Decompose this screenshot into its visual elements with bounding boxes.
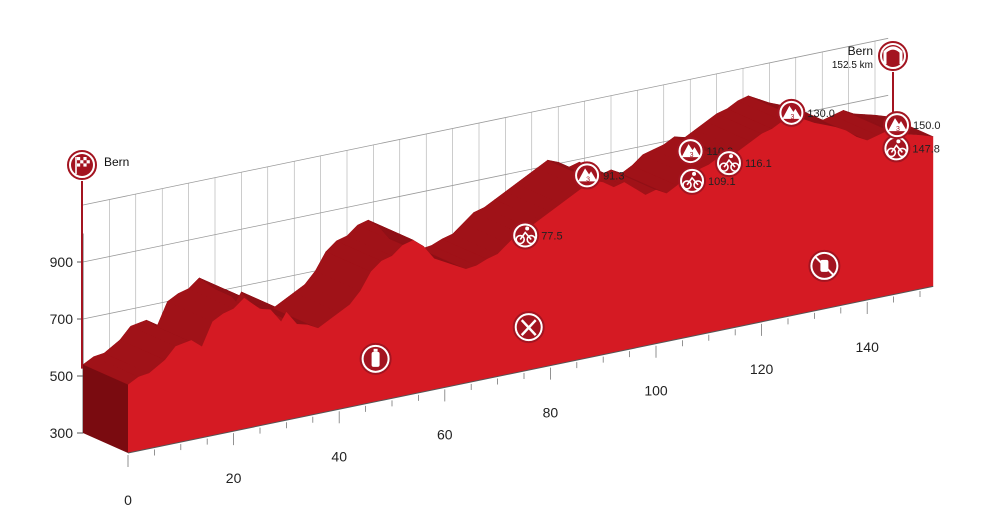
x-tick-label: 100 xyxy=(644,383,668,399)
strike xyxy=(814,256,835,276)
marker-km-label: 116.1 xyxy=(745,158,772,170)
mountain-icon: 3 xyxy=(573,161,602,190)
cyclist-icon xyxy=(678,166,707,195)
mountain-shape xyxy=(888,118,907,132)
marker-km-label: 130.0 xyxy=(807,108,835,120)
marker-km-label: 91.3 xyxy=(603,170,624,182)
badge-fill xyxy=(682,170,703,191)
finish-arch-icon xyxy=(878,41,908,71)
badge-fill xyxy=(886,138,907,159)
wheel xyxy=(886,147,897,158)
frame xyxy=(890,144,903,153)
y-tick-label: 500 xyxy=(50,368,74,384)
badge-fill xyxy=(71,154,93,176)
checkered-flag-icon xyxy=(67,150,97,180)
finish-distance: 152.5 km xyxy=(832,60,873,71)
x-tick-label: 40 xyxy=(331,448,347,464)
flag-square xyxy=(77,157,81,161)
mountain-icon: 3 xyxy=(883,111,911,140)
axes: 0 20 40 60 80 100 120 140 300 500 700 900 xyxy=(50,254,934,508)
wheel xyxy=(526,234,537,245)
mountain-shape xyxy=(681,144,701,158)
fork-knife-icon xyxy=(512,311,545,344)
wheel xyxy=(693,180,703,190)
frame xyxy=(723,158,736,168)
finish-name: Bern xyxy=(848,44,873,58)
badge-fill xyxy=(719,153,740,174)
bottle-body xyxy=(371,351,380,367)
wheel xyxy=(730,162,740,172)
rider-head xyxy=(729,154,734,159)
gridline-h xyxy=(82,37,889,206)
marker-km-label: 147.8 xyxy=(912,143,940,155)
x-axis-line xyxy=(127,285,934,454)
arch-shape xyxy=(883,46,903,64)
elevation-profile xyxy=(82,95,934,453)
mountain-shape xyxy=(578,168,598,182)
marker-km-label: 150.0 xyxy=(913,120,941,132)
marker-km-label: 109.1 xyxy=(708,176,736,188)
cyclist-icon xyxy=(715,149,744,178)
x-tick-label: 60 xyxy=(437,426,453,442)
start-name: Bern xyxy=(104,155,129,169)
mountain-icon: 3 xyxy=(676,137,705,166)
badge-fill xyxy=(515,225,536,246)
x-tick-label: 140 xyxy=(856,339,880,355)
wheel xyxy=(719,162,729,172)
profile-front xyxy=(128,115,934,453)
frame xyxy=(686,176,699,186)
wheel xyxy=(897,147,908,158)
flag-square xyxy=(80,160,84,164)
bottle-cap xyxy=(373,348,378,352)
climb-category-label: 3 xyxy=(790,114,794,121)
rider-head xyxy=(525,226,530,231)
mountain-icon: 3 xyxy=(777,98,806,127)
y-tick-label: 300 xyxy=(50,425,74,441)
climb-category-label: 3 xyxy=(586,176,590,183)
marker-km-label: 77.5 xyxy=(541,231,562,243)
x-tick-label: 120 xyxy=(750,361,774,377)
bottle-icon xyxy=(359,342,392,375)
wheel xyxy=(682,180,692,190)
cyclist-icon xyxy=(511,221,540,250)
y-tick-label: 900 xyxy=(50,254,74,270)
rider-head xyxy=(692,171,697,176)
flag-square xyxy=(83,157,87,161)
x-tick-label: 0 xyxy=(124,492,132,508)
x-tick-label: 80 xyxy=(543,405,559,421)
no-food-icon xyxy=(808,249,841,282)
flag-square xyxy=(83,163,87,167)
x-tick-label: 20 xyxy=(226,470,242,486)
mountain-shape xyxy=(782,105,802,119)
flag-square xyxy=(77,163,81,167)
fork xyxy=(520,319,537,336)
cyclist-icon xyxy=(882,134,911,163)
flag-square xyxy=(86,160,90,164)
rider-head xyxy=(896,139,901,144)
wheel xyxy=(515,234,526,245)
frame xyxy=(519,231,532,241)
profile-left-face xyxy=(83,364,128,453)
y-tick-label: 700 xyxy=(50,311,74,327)
climb-category-label: 3 xyxy=(690,152,694,159)
climb-category-label: 3 xyxy=(896,126,900,133)
